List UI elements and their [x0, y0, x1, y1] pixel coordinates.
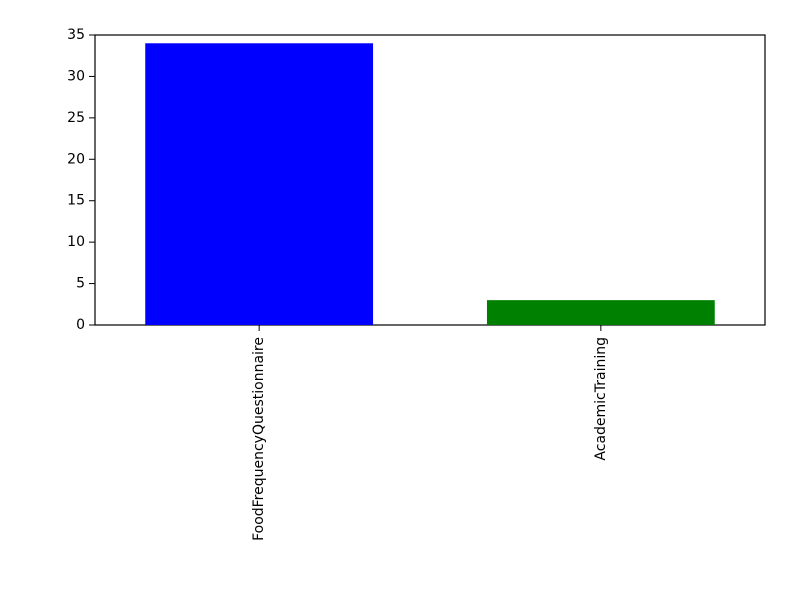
y-tick-label: 10 [67, 234, 85, 250]
bar [145, 43, 373, 325]
x-tick-label: FoodFrequencyQuestionnaire [251, 337, 267, 541]
y-tick-label: 0 [76, 317, 85, 333]
bar-chart: 0 5 10 15 20 25 30 35 FoodFrequencyQuestionnaire… [0, 0, 800, 600]
bar [487, 300, 715, 325]
y-tick-label: 15 [67, 193, 85, 209]
y-tick-label: 35 [67, 27, 85, 43]
y-tick-label: 5 [76, 276, 85, 292]
y-tick-label: 30 [67, 68, 85, 84]
y-tick-label: 20 [67, 151, 85, 167]
x-tick-label: AcademicTraining [593, 337, 609, 461]
y-tick-label: 25 [67, 110, 85, 126]
